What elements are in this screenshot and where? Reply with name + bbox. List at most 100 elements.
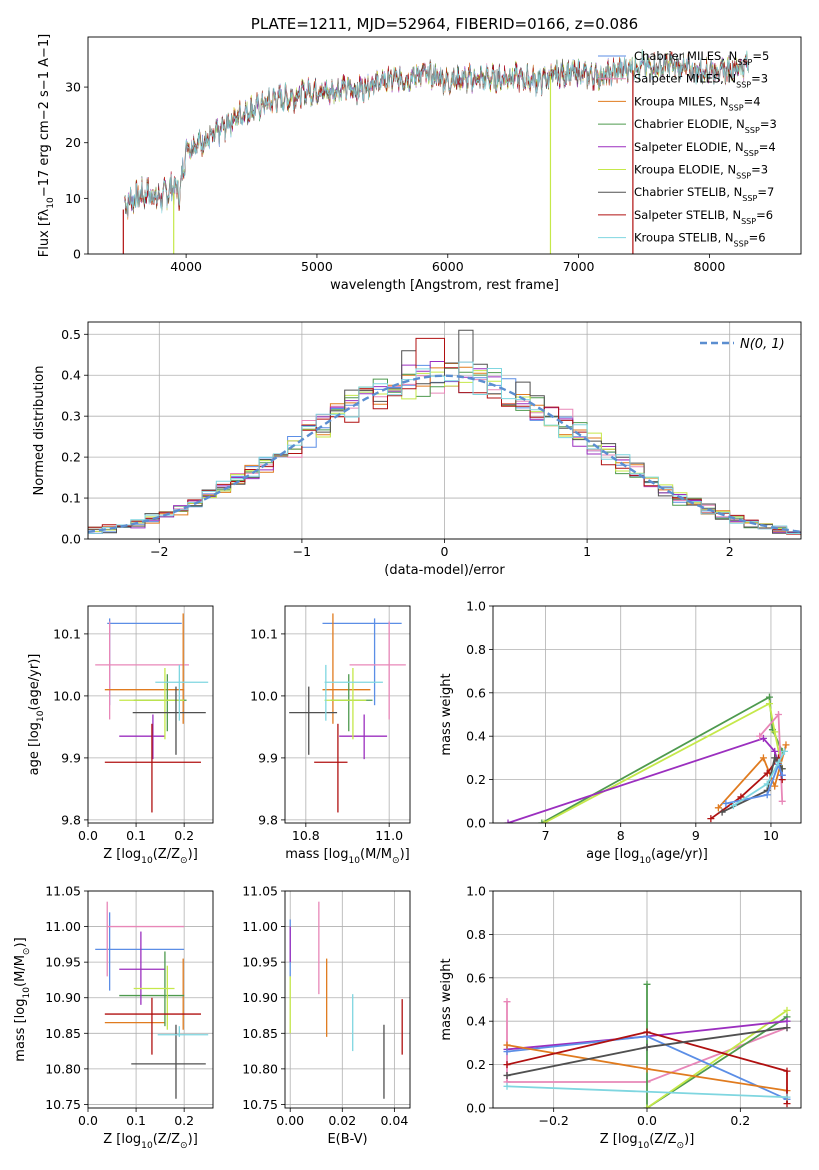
legend-label-salpeter_miles: Salpeter MILES, NSSP=3 <box>634 72 768 90</box>
label-subscript: 10 <box>36 710 46 722</box>
weight_vs_age-marker-kroupa_miles <box>714 804 722 812</box>
mass_vs_ebv-frame <box>284 890 411 1109</box>
legend-label-sub: SSP <box>736 171 751 180</box>
legend-label-base: Kroupa ELODIE, N <box>634 163 736 177</box>
age_vs_z-ytick-label: 10.1 <box>53 626 81 641</box>
weight_vs_age-line-kroupa_elodie <box>543 702 784 823</box>
weight_vs_age-marker-kroupa_elodie <box>771 728 779 736</box>
label-part: )] <box>188 1132 198 1147</box>
spectrum-plot <box>122 49 749 254</box>
weight_vs_age-ytick-label: 0.0 <box>466 816 486 831</box>
weight_vs_age-ytick-label: 0.8 <box>466 642 486 657</box>
spectrum-ytick-label: 20 <box>65 135 81 150</box>
weight_vs_z-marker-kroupa_stelib <box>503 1082 511 1090</box>
legend-label-sub: SSP <box>736 80 751 89</box>
mass_vs_ebv-plot <box>289 901 403 1099</box>
weight_vs_z-ytick-label: 0.0 <box>466 1101 486 1116</box>
mass_vs_z-ytick-label: 10.95 <box>45 955 81 970</box>
weight_vs_z-marker-chabrier_stelib <box>783 1024 791 1032</box>
mass_vs_ebv-ytick-label: 11.05 <box>242 884 278 899</box>
label-part: Z [log <box>103 847 141 862</box>
mass_vs_ebv-xtick-label: 0.00 <box>276 1113 304 1128</box>
histogram-salpeter_stelib <box>88 337 801 537</box>
age_vs_z-xtick-label: 0.1 <box>126 828 146 843</box>
legend-label-tail: =7 <box>757 185 774 199</box>
label-part: )] <box>13 937 28 947</box>
label-subscript: ⊙ <box>22 947 32 955</box>
residuals-ytick-label: 0.0 <box>61 532 81 547</box>
age_vs_mass-frame <box>284 605 411 824</box>
label-part: )] <box>400 847 410 862</box>
weight_vs_age-ylabel: mass weight <box>439 673 454 755</box>
legend-label-base: Chabrier STELIB, N <box>634 185 742 199</box>
legend-label-salpeter_stelib: Salpeter STELIB, NSSP=6 <box>634 208 773 226</box>
residuals-xtick-label: 1 <box>583 544 591 559</box>
spectrum-xtick-label: 7000 <box>563 259 595 274</box>
weight_vs_z-marker-chabrier_elodie <box>643 980 651 988</box>
residuals-xtick-label: −1 <box>293 544 311 559</box>
age_vs_z-ytick-label: 9.9 <box>61 750 81 765</box>
weight_vs_age-marker-kroupa_elodie <box>540 819 548 823</box>
weight_vs_age-marker-salpeter_miles <box>774 711 782 718</box>
legend-label-sub: SSP <box>729 103 744 112</box>
residuals-ytick-label: 0.5 <box>61 327 81 342</box>
weight_vs_z-marker-chabrier_stelib <box>643 1043 651 1051</box>
weight_vs_age-xtick-label: 7 <box>542 828 550 843</box>
mass_vs_ebv-xtick-label: 0.02 <box>328 1113 356 1128</box>
label-part: age [log <box>586 847 639 862</box>
weight_vs_z-marker-kroupa_elodie <box>643 1104 651 1108</box>
weight_vs_z-marker-salpeter_elodie <box>783 1017 791 1025</box>
legend-label-sub: SSP <box>734 239 749 248</box>
label-subscript: ⊙ <box>392 856 400 866</box>
legend-label-chabrier_elodie: Chabrier ELODIE, NSSP=3 <box>634 117 777 135</box>
label-subscript: ⊙ <box>677 1141 685 1151</box>
age_vs_z-frame <box>87 605 214 824</box>
label-subscript: 10 <box>46 197 56 209</box>
mass_vs_ebv-ytick-label: 11.00 <box>242 919 278 934</box>
residuals-plot <box>88 329 801 537</box>
weight_vs_age-xlabel: age [log10(age/yr)] <box>586 847 708 866</box>
label-part: −1 <box>37 39 52 58</box>
weight_vs_age-marker-chabrier_miles <box>763 791 771 799</box>
weight_vs_age-line-salpeter_elodie <box>507 737 784 823</box>
weight_vs_age-marker-salpeter_stelib <box>763 769 771 777</box>
age_vs_z-ytick-label: 10.0 <box>53 688 81 703</box>
weight_vs_z-line-salpeter_stelib <box>506 1031 788 1104</box>
label-part: −1 <box>37 71 52 90</box>
spectrum-ytick-label: 10 <box>65 191 81 206</box>
normal-curve <box>88 374 801 533</box>
residuals-ylabel: Normed distribution <box>32 366 47 496</box>
spectrum-xtick-label: 6000 <box>432 259 464 274</box>
label-part: (age/yr)] <box>651 847 708 862</box>
weight_vs_z-marker-salpeter_miles <box>503 998 511 1006</box>
mass_vs_ebv-xtick-label: 0.04 <box>380 1113 408 1128</box>
residual-legend: N(0, 1) <box>700 337 785 352</box>
spectrum-xlabel: wavelength [Angstrom, rest frame] <box>330 278 559 293</box>
mass_vs_z-ytick-label: 10.85 <box>45 1026 81 1041</box>
legend-label-tail: =6 <box>756 208 773 222</box>
legend-label-tail: =3 <box>751 163 768 177</box>
weight_vs_z-ytick-label: 0.8 <box>466 927 486 942</box>
mass_vs_ebv-ytick-label: 10.75 <box>242 1097 278 1112</box>
weight_vs_z-xlabel: Z [log10(Z/Z⊙)] <box>600 1132 695 1151</box>
legend-label-tail: =3 <box>751 72 768 86</box>
label-part: (M/M <box>360 847 392 862</box>
label-part: (M/M <box>13 955 28 987</box>
weight_vs_age-plot <box>504 693 790 823</box>
weight_vs_z-marker-kroupa_miles <box>503 1041 511 1049</box>
weight_vs_z-ytick-label: 0.4 <box>466 1014 486 1029</box>
weight_vs_age-marker-kroupa_stelib <box>763 780 771 788</box>
weight_vs_z-ytick-label: 1.0 <box>466 884 486 899</box>
figure-title: PLATE=1211, MJD=52964, FIBERID=0166, z=0… <box>251 15 638 33</box>
weight_vs_z-line-kroupa_stelib <box>506 1085 788 1099</box>
spectrum-frame <box>87 36 802 255</box>
weight_vs_age-ytick-label: 0.2 <box>466 772 486 787</box>
age_vs_z-xtick-label: 0.0 <box>78 828 98 843</box>
weight_vs_age-ytick-label: 0.4 <box>466 729 486 744</box>
weight_vs_age-marker-kroupa_miles <box>782 741 790 749</box>
weight_vs_age-line-chabrier_miles <box>725 761 784 805</box>
label-part: mass [log <box>13 999 28 1062</box>
spectrum-ytick-label: 0 <box>73 247 81 262</box>
legend-label-kroupa_elodie: Kroupa ELODIE, NSSP=3 <box>634 163 768 181</box>
mass_vs_ebv-xlabel: E(B-V) <box>327 1132 367 1147</box>
